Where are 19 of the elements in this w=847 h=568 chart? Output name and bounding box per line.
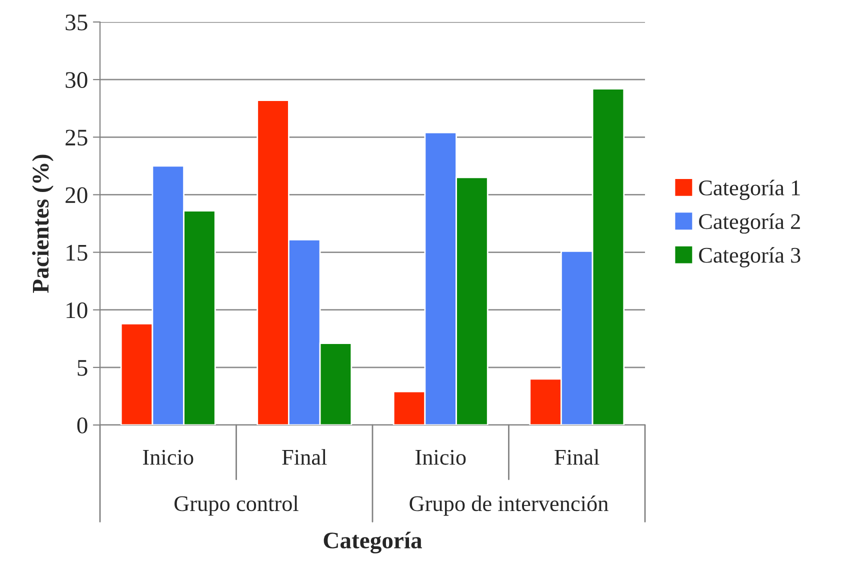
x-tick-label: Inicio xyxy=(416,450,466,465)
y-tick-label: 15 xyxy=(66,244,88,261)
x-tick-label: Final xyxy=(554,449,600,465)
y-tick-label: 20 xyxy=(66,187,88,204)
y-axis-title: Pacientes (%) xyxy=(32,154,54,293)
y-tick-label: 5 xyxy=(78,360,88,376)
text: Grupo de intervención xyxy=(410,496,608,516)
x-axis-title: Categoría xyxy=(324,532,422,554)
legend-label: Categoría 2 xyxy=(699,213,800,234)
y-tick-label: 30 xyxy=(66,72,88,88)
y-tick-label: 35 xyxy=(66,14,88,30)
y-tick-label: 0 xyxy=(77,417,88,434)
text: Grupo control xyxy=(174,496,298,516)
y-tick-label: 25 xyxy=(66,130,88,146)
x-tick-label: Final xyxy=(282,449,327,465)
legend-label: Categoría 1 xyxy=(699,180,800,200)
legend-label: Categoría 3 xyxy=(699,247,800,268)
y-tick-label: 10 xyxy=(66,302,88,318)
x-tick-label: Inicio xyxy=(143,450,194,465)
